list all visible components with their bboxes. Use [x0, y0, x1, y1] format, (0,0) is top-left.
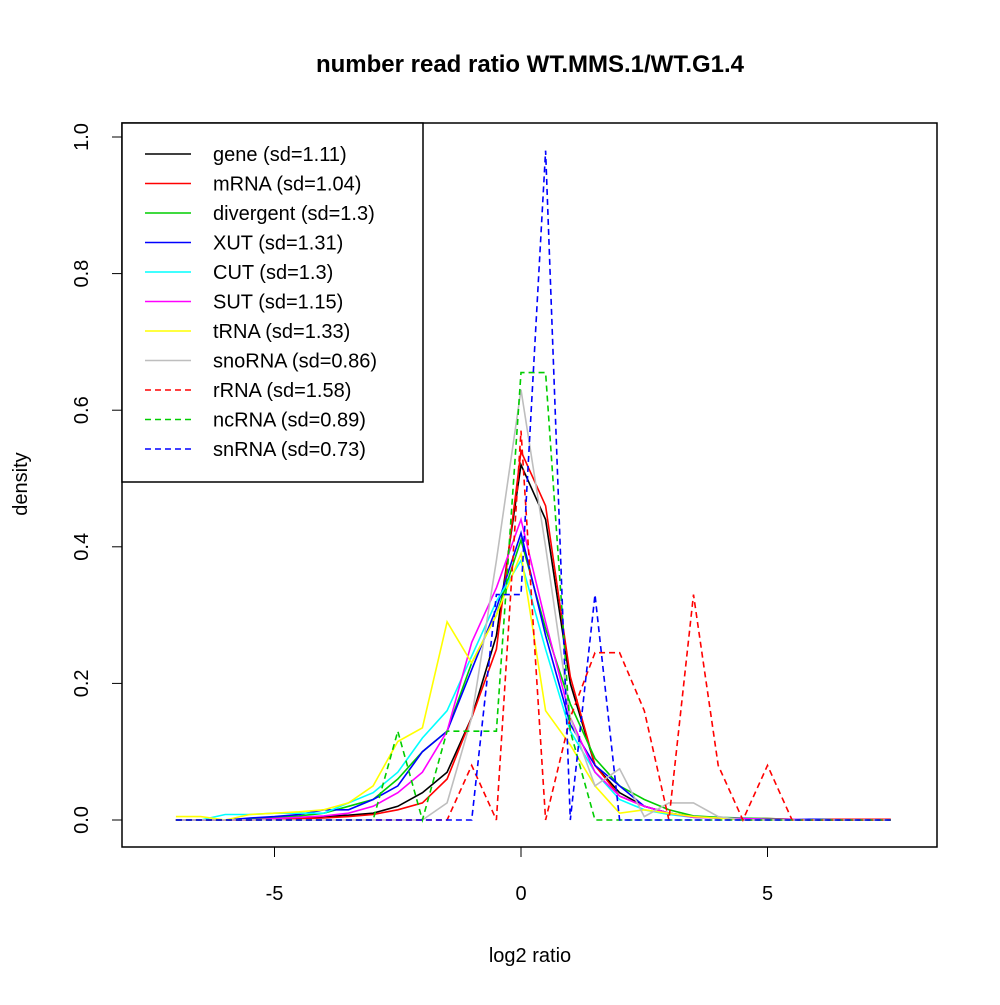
- legend-label: divergent (sd=1.3): [213, 203, 375, 225]
- series-line-gene: [175, 461, 891, 821]
- legend-label: snRNA (sd=0.73): [213, 439, 366, 461]
- legend: gene (sd=1.11) mRNA (sd=1.04) divergent (s…: [121, 122, 424, 483]
- series-line-ncRNA: [175, 371, 891, 823]
- series-line-tRNA: [175, 550, 891, 821]
- legend-label: CUT (sd=1.3): [213, 262, 333, 284]
- legend-label: snoRNA (sd=0.86): [213, 351, 377, 373]
- y-tick-label: 0.4: [71, 533, 93, 561]
- legend-label: rRNA (sd=1.58): [213, 380, 351, 402]
- y-tick-label: 0.2: [71, 669, 93, 697]
- chart-title: number read ratio WT.MMS.1/WT.G1.4: [316, 51, 745, 78]
- legend-label: XUT (sd=1.31): [213, 233, 343, 255]
- legend-label: gene (sd=1.11): [213, 144, 347, 166]
- legend-label: tRNA (sd=1.33): [213, 321, 350, 343]
- x-tick-label: 0: [515, 883, 526, 905]
- x-tick-label: 5: [762, 883, 773, 905]
- y-tick-label: 0.8: [71, 260, 93, 288]
- y-tick-label: 1.0: [71, 123, 93, 151]
- x-axis-label: log2 ratio: [489, 945, 571, 967]
- legend-label: mRNA (sd=1.04): [213, 174, 361, 196]
- legend-label: SUT (sd=1.15): [213, 292, 343, 314]
- legend-label: ncRNA (sd=0.89): [213, 410, 366, 432]
- series-line-SUT: [175, 516, 891, 821]
- series-line-XUT: [175, 530, 891, 821]
- y-axis-label: density: [10, 452, 32, 515]
- plot-frame: [121, 122, 938, 848]
- y-tick-label: 0.6: [71, 396, 93, 424]
- x-tick-label: -5: [266, 883, 284, 905]
- y-tick-label: 0.0: [71, 806, 93, 834]
- series-line-rRNA: [175, 430, 891, 822]
- series-line-CUT: [175, 558, 891, 821]
